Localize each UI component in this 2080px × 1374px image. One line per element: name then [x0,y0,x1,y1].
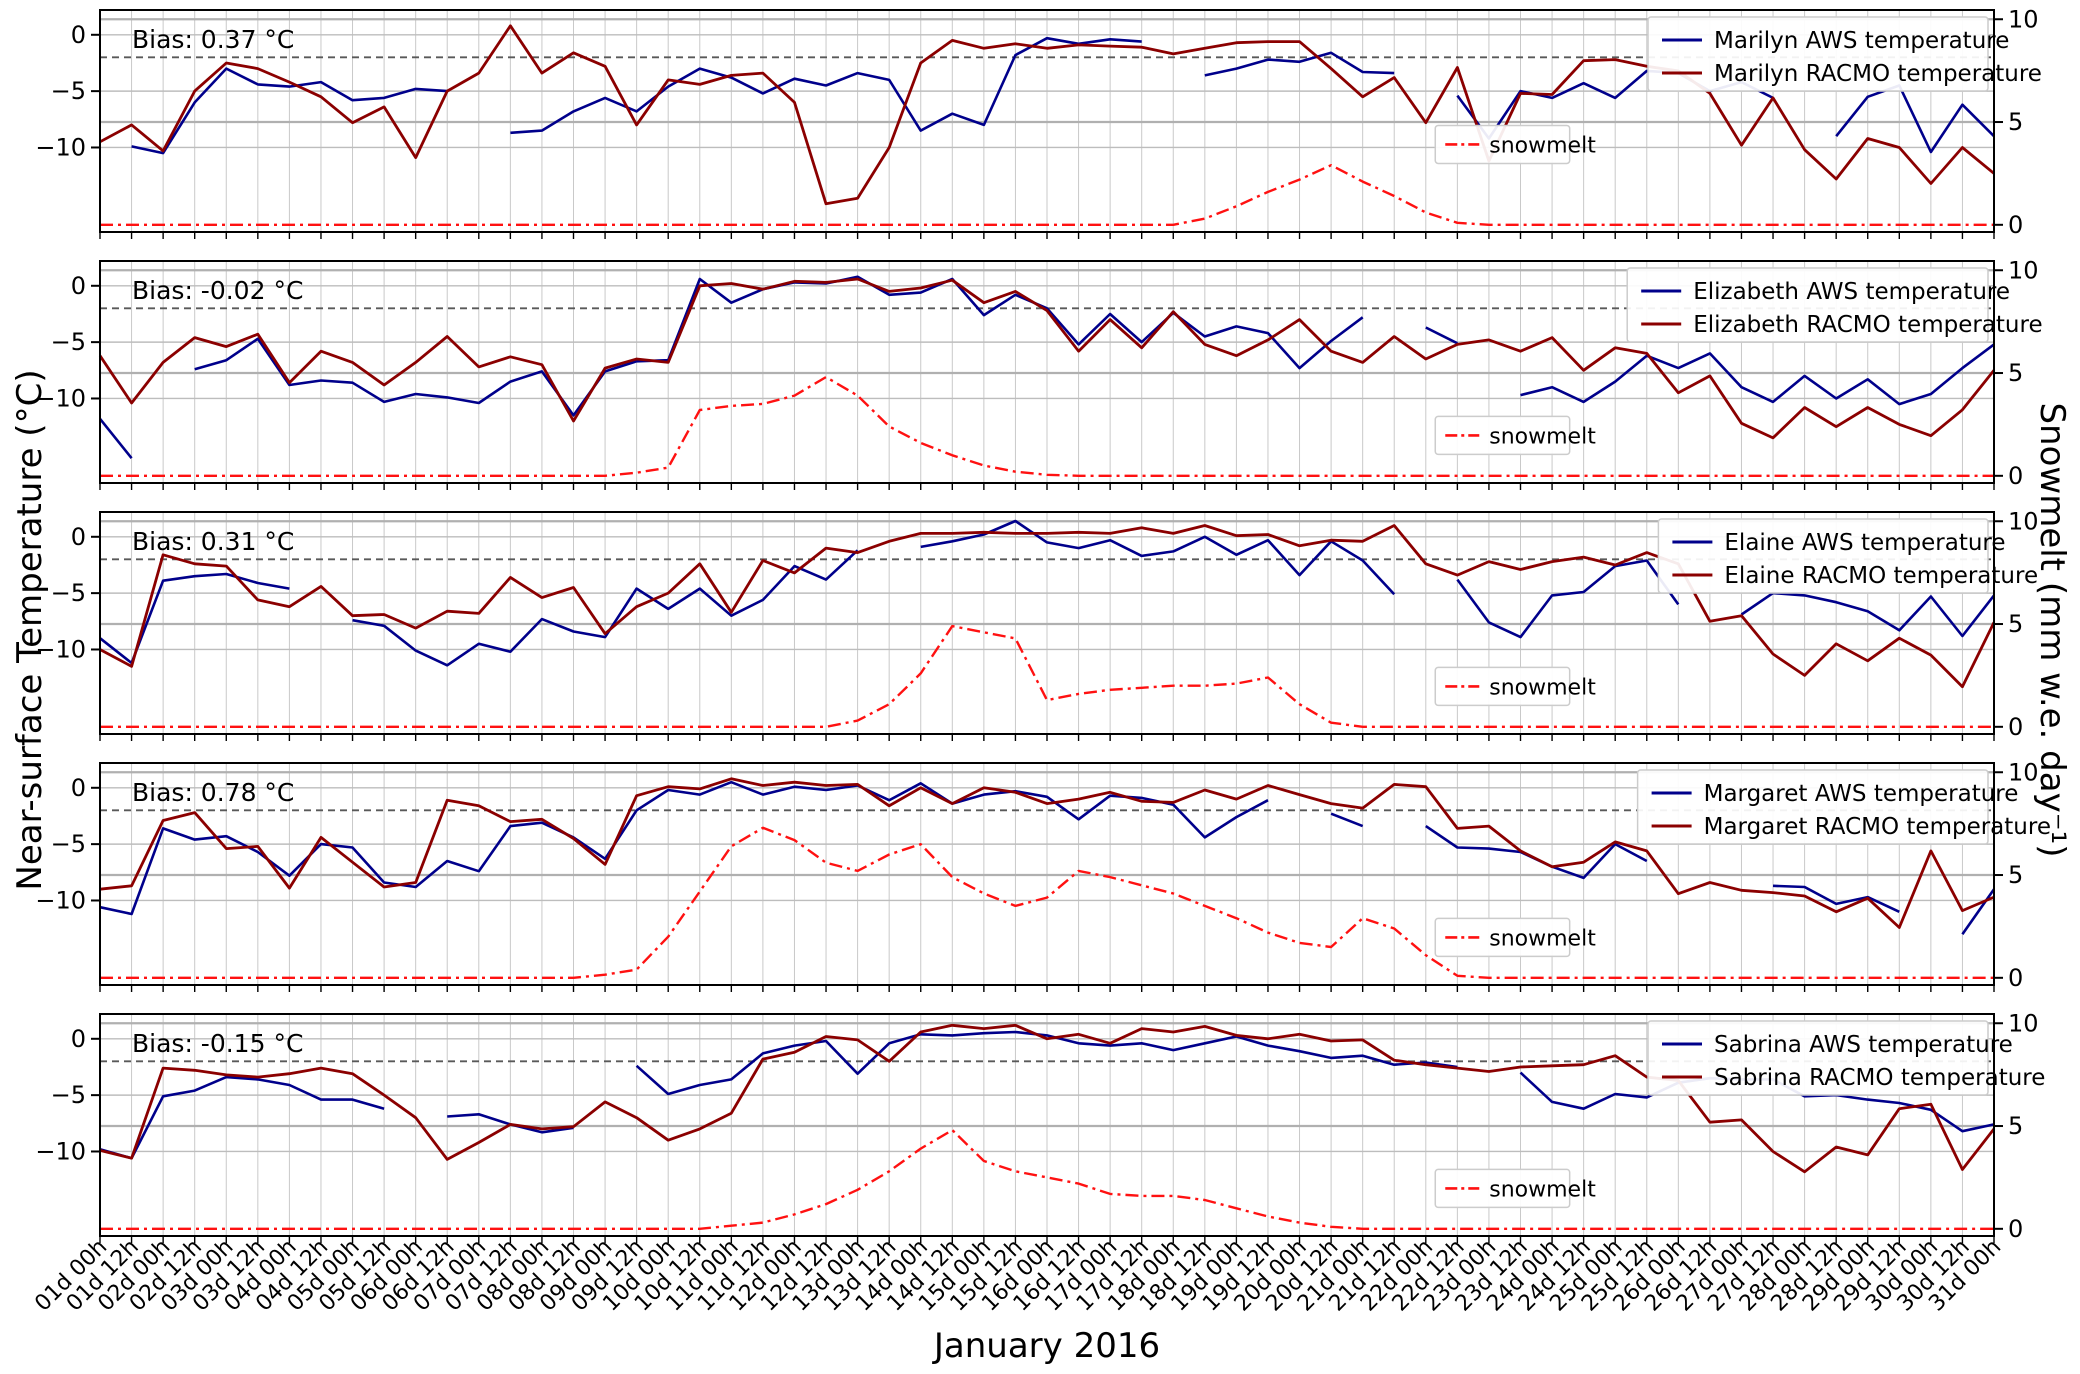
snowmelt-line [100,624,1994,728]
y-axis-label-temperature: Near-surface Temperature (°C) [10,369,50,891]
svg-text:Elizabeth RACMO temperature: Elizabeth RACMO temperature [1693,312,2042,338]
svg-text:−5: −5 [51,1081,86,1109]
svg-text:−10: −10 [35,133,86,161]
panel-elaine: 0 −5 −10 10 5 0 Bias: 0.31 °C Elaine AWS temper… [35,507,2039,741]
panel-margaret: 0 −5 −10 10 5 0 Bias: 0.78 °C Margaret AWS temp… [35,758,2051,992]
svg-text:Elaine RACMO temperature: Elaine RACMO temperature [1724,563,2038,589]
svg-text:0: 0 [71,21,86,49]
svg-text:snowmelt: snowmelt [1489,675,1596,700]
svg-text:5: 5 [2008,861,2023,889]
svg-text:0: 0 [2008,964,2023,992]
svg-text:0: 0 [2008,211,2023,239]
snowmelt-line [100,164,1994,226]
svg-text:5: 5 [2008,610,2023,638]
svg-text:−10: −10 [35,384,86,412]
bias-annotation: Bias: 0.37 °C [132,25,294,54]
svg-text:5: 5 [2008,108,2023,136]
bias-annotation: Bias: -0.02 °C [132,276,303,305]
svg-text:−10: −10 [35,635,86,663]
racmo-temperature-line [99,777,1995,929]
svg-text:0: 0 [71,272,86,300]
svg-text:0: 0 [71,1025,86,1053]
snowmelt-line [100,826,1994,979]
bias-annotation: Bias: 0.78 °C [132,778,294,807]
snowmelt-legend: snowmelt [1434,415,1596,456]
snowmelt-legend: snowmelt [1434,1168,1596,1209]
svg-text:10: 10 [2008,5,2039,33]
svg-text:Margaret RACMO temperature: Margaret RACMO temperature [1704,814,2051,840]
svg-text:−10: −10 [35,1137,86,1165]
svg-text:−5: −5 [51,328,86,356]
svg-text:10: 10 [2008,256,2039,284]
x-axis-label: January 2016 [933,1326,1161,1366]
svg-text:Marilyn RACMO temperature: Marilyn RACMO temperature [1714,61,2042,87]
svg-text:0: 0 [71,523,86,551]
svg-text:−5: −5 [51,830,86,858]
svg-text:0: 0 [71,774,86,802]
legend: Marilyn AWS temperature Marilyn RACMO tem… [1647,16,2042,92]
legend: Sabrina AWS temperature Sabrina RACMO tem… [1647,1020,2045,1096]
svg-text:snowmelt: snowmelt [1489,926,1596,951]
snowmelt-legend: snowmelt [1434,917,1596,958]
svg-text:Elizabeth AWS temperature: Elizabeth AWS temperature [1693,279,2010,305]
legend: Margaret AWS temperature Margaret RACMO t… [1636,769,2051,845]
svg-text:−5: −5 [51,579,86,607]
panel-marilyn: 0 −5 −10 10 5 0 Bias: 0.37 °C Marilyn AWS tempe… [35,5,2042,239]
svg-text:5: 5 [2008,1112,2023,1140]
snowmelt-line [100,375,1994,477]
svg-text:Sabrina AWS temperature: Sabrina AWS temperature [1714,1032,2013,1058]
svg-text:0: 0 [2008,1215,2023,1243]
svg-text:5: 5 [2008,359,2023,387]
snowmelt-legend: snowmelt [1434,666,1596,707]
svg-text:snowmelt: snowmelt [1489,133,1596,158]
legend: Elaine AWS temperature Elaine RACMO tempe… [1657,518,2038,594]
svg-text:10: 10 [2008,758,2039,786]
snowmelt-line [100,1128,1994,1230]
panel-elizabeth: 0 −5 −10 10 5 0 Bias: -0.02 °C Elizabeth AWS te… [35,256,2043,490]
aws-temperature-line [99,519,1996,667]
legend: Elizabeth AWS temperature Elizabeth RACMO… [1626,267,2043,343]
bias-annotation: Bias: -0.15 °C [132,1029,303,1058]
svg-text:Elaine AWS temperature: Elaine AWS temperature [1724,530,2005,556]
svg-text:Marilyn AWS temperature: Marilyn AWS temperature [1714,28,2009,54]
svg-text:−10: −10 [35,886,86,914]
aws-temperature-line [131,36,1995,155]
svg-text:Sabrina RACMO temperature: Sabrina RACMO temperature [1714,1065,2045,1091]
svg-text:Margaret AWS temperature: Margaret AWS temperature [1704,781,2019,807]
snowmelt-legend: snowmelt [1434,124,1596,165]
svg-text:snowmelt: snowmelt [1489,1177,1596,1202]
svg-text:10: 10 [2008,507,2039,535]
svg-text:10: 10 [2008,1009,2039,1037]
svg-text:0: 0 [2008,462,2023,490]
panel-sabrina: 0 −5 −10 10 5 0 Bias: -0.15 °C Sabrina AWS temp… [35,1009,2045,1243]
svg-text:−5: −5 [51,77,86,105]
racmo-temperature-line [98,277,1996,440]
bias-annotation: Bias: 0.31 °C [132,527,294,556]
svg-text:snowmelt: snowmelt [1489,424,1596,449]
y-axis-label-snowmelt: Snowmelt (mm w.e. day⁻¹) [2032,402,2072,858]
svg-text:0: 0 [2008,713,2023,741]
